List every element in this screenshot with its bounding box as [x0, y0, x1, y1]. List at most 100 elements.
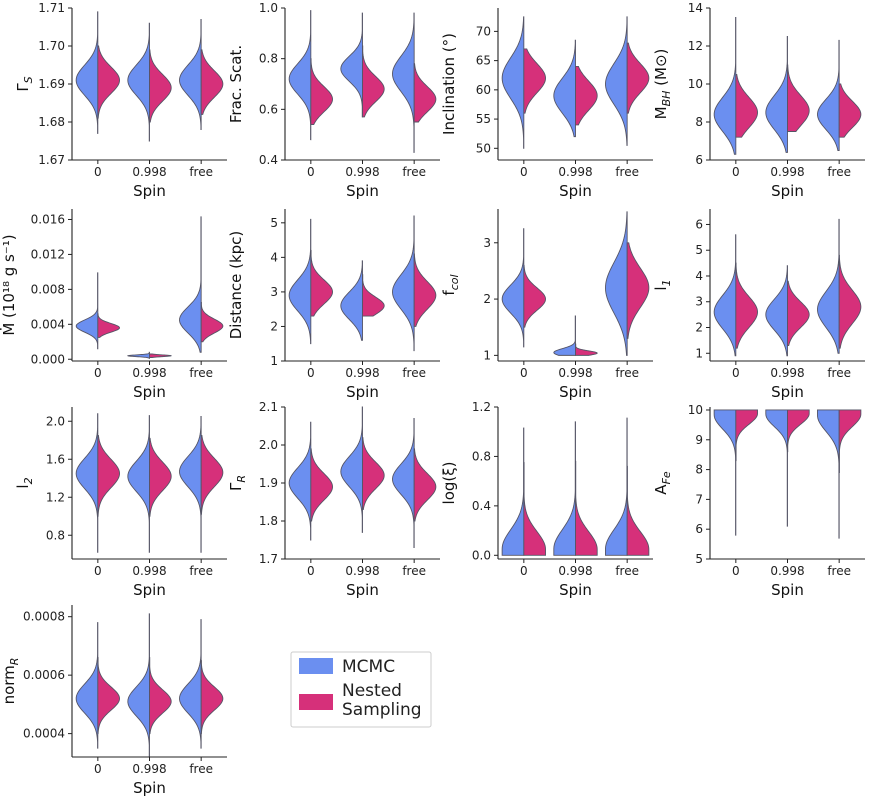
legend-swatch-nested [299, 694, 333, 710]
y-tick-label: 2.1 [259, 400, 278, 414]
y-axis-label: normR [0, 658, 21, 705]
x-axis-label: Spin [559, 581, 592, 599]
y-tick-label: 0.016 [31, 212, 65, 226]
violin-l1-0.998-mcmc [765, 265, 788, 357]
y-tick-label: 1.67 [38, 153, 65, 167]
x-tick-label: 0 [94, 165, 102, 179]
y-tick-label: 55 [476, 112, 491, 126]
y-axis-label: ΓS [14, 76, 35, 91]
x-tick-label: 0 [307, 165, 315, 179]
x-axis-label: Spin [346, 383, 379, 401]
y-tick-label: 12 [688, 39, 703, 53]
y-tick-label: 1 [695, 346, 703, 360]
y-axis-label: l2 [14, 477, 35, 488]
y-tick-label: 70 [476, 24, 491, 38]
y-tick-label: 2.0 [259, 438, 278, 452]
subplot-l2: 0.8 1.2 1.6 2.0 0 0.998 free Spin l2 [14, 407, 227, 599]
y-tick-label: 0.8 [46, 528, 65, 542]
y-tick-label: 5 [270, 216, 278, 230]
violin-logxi-free-mcmc [605, 417, 628, 556]
violin-logxi-0-mcmc [501, 427, 525, 556]
y-tick-label: 2 [695, 321, 703, 335]
x-tick-label: free [827, 366, 851, 380]
subplot-gamma-s: 1.67 1.68 1.69 1.70 1.71 0 0.998 free Spin ΓS [14, 1, 227, 200]
x-tick-label: 0.998 [345, 564, 379, 578]
violin-norm-r-free-mcmc [179, 619, 202, 749]
x-tick-label: 0.998 [558, 366, 592, 380]
violin-l2-0-mcmc [75, 413, 99, 553]
legend-label-mcmc: MCMC [342, 657, 395, 677]
y-tick-label: 3 [270, 285, 278, 299]
violin-gamma-r-0-mcmc [288, 421, 312, 541]
y-axis-label: ΓR [227, 475, 248, 491]
y-tick-label: 8 [695, 115, 703, 129]
x-axis-label: Spin [771, 581, 804, 599]
x-tick-label: 0.998 [132, 366, 166, 380]
violin-gamma-s-0.998-mcmc [127, 22, 150, 142]
x-tick-label: 0 [732, 564, 740, 578]
y-tick-label: 1.71 [38, 1, 65, 15]
violin-gamma-r-0-nested [310, 448, 333, 522]
violin-mdot-0-mcmc [75, 272, 99, 350]
y-tick-label: 1 [483, 348, 491, 362]
y-tick-label: 6 [695, 153, 703, 167]
y-tick-label: 0.0004 [23, 727, 65, 741]
violin-frac-scat-0-mcmc [288, 10, 312, 141]
y-tick-label: 1.69 [38, 77, 65, 91]
y-tick-label: 2 [483, 292, 491, 306]
violin-l2-free-mcmc [179, 416, 202, 553]
x-tick-label: 0.998 [770, 366, 804, 380]
violin-mbh-0.998-nested [787, 64, 810, 132]
x-tick-label: 0 [94, 564, 102, 578]
x-axis-label: Spin [559, 383, 592, 401]
violin-mdot-0-nested [97, 313, 120, 338]
violin-mdot-0.998-nested [149, 353, 172, 358]
y-axis-label: Distance (kpc) [227, 231, 245, 340]
subplot-mdot: 0.000 0.004 0.008 0.012 0.016 0 0.998 free Spin Ṁ… [0, 209, 227, 401]
violin-inclination-0.998-nested [575, 66, 598, 126]
y-tick-label: 0.4 [472, 499, 491, 513]
x-tick-label: 0.998 [558, 564, 592, 578]
subplot-inclination: 50 55 60 65 70 0 0.998 free Spin Inclination (°) [440, 8, 653, 200]
violin-frac-scat-free-nested [413, 63, 437, 123]
y-tick-label: 1.6 [46, 452, 65, 466]
violin-fcol-0.998-nested [575, 343, 598, 356]
violin-mbh-0-nested [735, 74, 758, 138]
y-tick-label: 1.68 [38, 115, 65, 129]
violin-distance-free-nested [413, 253, 437, 327]
violin-distance-free-mcmc [392, 215, 415, 352]
x-tick-label: free [402, 165, 426, 179]
y-tick-label: 3 [695, 295, 703, 309]
y-axis-label: log(ξ) [440, 462, 458, 505]
x-tick-label: 0.998 [770, 564, 804, 578]
y-tick-label: 0.8 [259, 52, 278, 66]
y-tick-label: 2.0 [46, 414, 65, 428]
x-tick-label: 0 [307, 366, 315, 380]
violin-distance-0.998-mcmc [340, 260, 363, 341]
violin-l1-0.998-nested [787, 280, 810, 346]
violin-logxi-0.998-nested [575, 460, 598, 556]
y-axis-label: Ṁ (10¹⁸ g s⁻¹) [0, 234, 18, 335]
y-tick-label: 0.0006 [23, 668, 65, 682]
violin-inclination-free-mcmc [605, 16, 628, 146]
violin-mbh-0.998-mcmc [765, 36, 788, 153]
subplot-afe: 5 6 7 8 9 10 0 0.998 free Spin AFe [652, 403, 865, 599]
violin-norm-r-0-mcmc [75, 622, 99, 749]
x-tick-label: free [402, 564, 426, 578]
x-tick-label: free [827, 165, 851, 179]
y-tick-label: 1.0 [259, 1, 278, 15]
x-tick-label: 0.998 [558, 165, 592, 179]
y-tick-label: 5 [695, 243, 703, 257]
y-tick-label: 1.7 [259, 552, 278, 566]
violin-norm-r-0-nested [97, 657, 120, 735]
y-tick-label: 1.70 [38, 39, 65, 53]
y-tick-label: 14 [688, 1, 703, 15]
x-axis-label: Spin [133, 383, 166, 401]
legend-label-nested: Nested Sampling [342, 681, 422, 720]
violin-norm-r-free-nested [200, 660, 224, 735]
y-tick-label: 0.8 [472, 449, 491, 463]
x-tick-label: 0 [520, 366, 528, 380]
subplot-gamma-r: 1.7 1.8 1.9 2.0 2.1 0 0.998 free Spin ΓR [227, 400, 440, 599]
